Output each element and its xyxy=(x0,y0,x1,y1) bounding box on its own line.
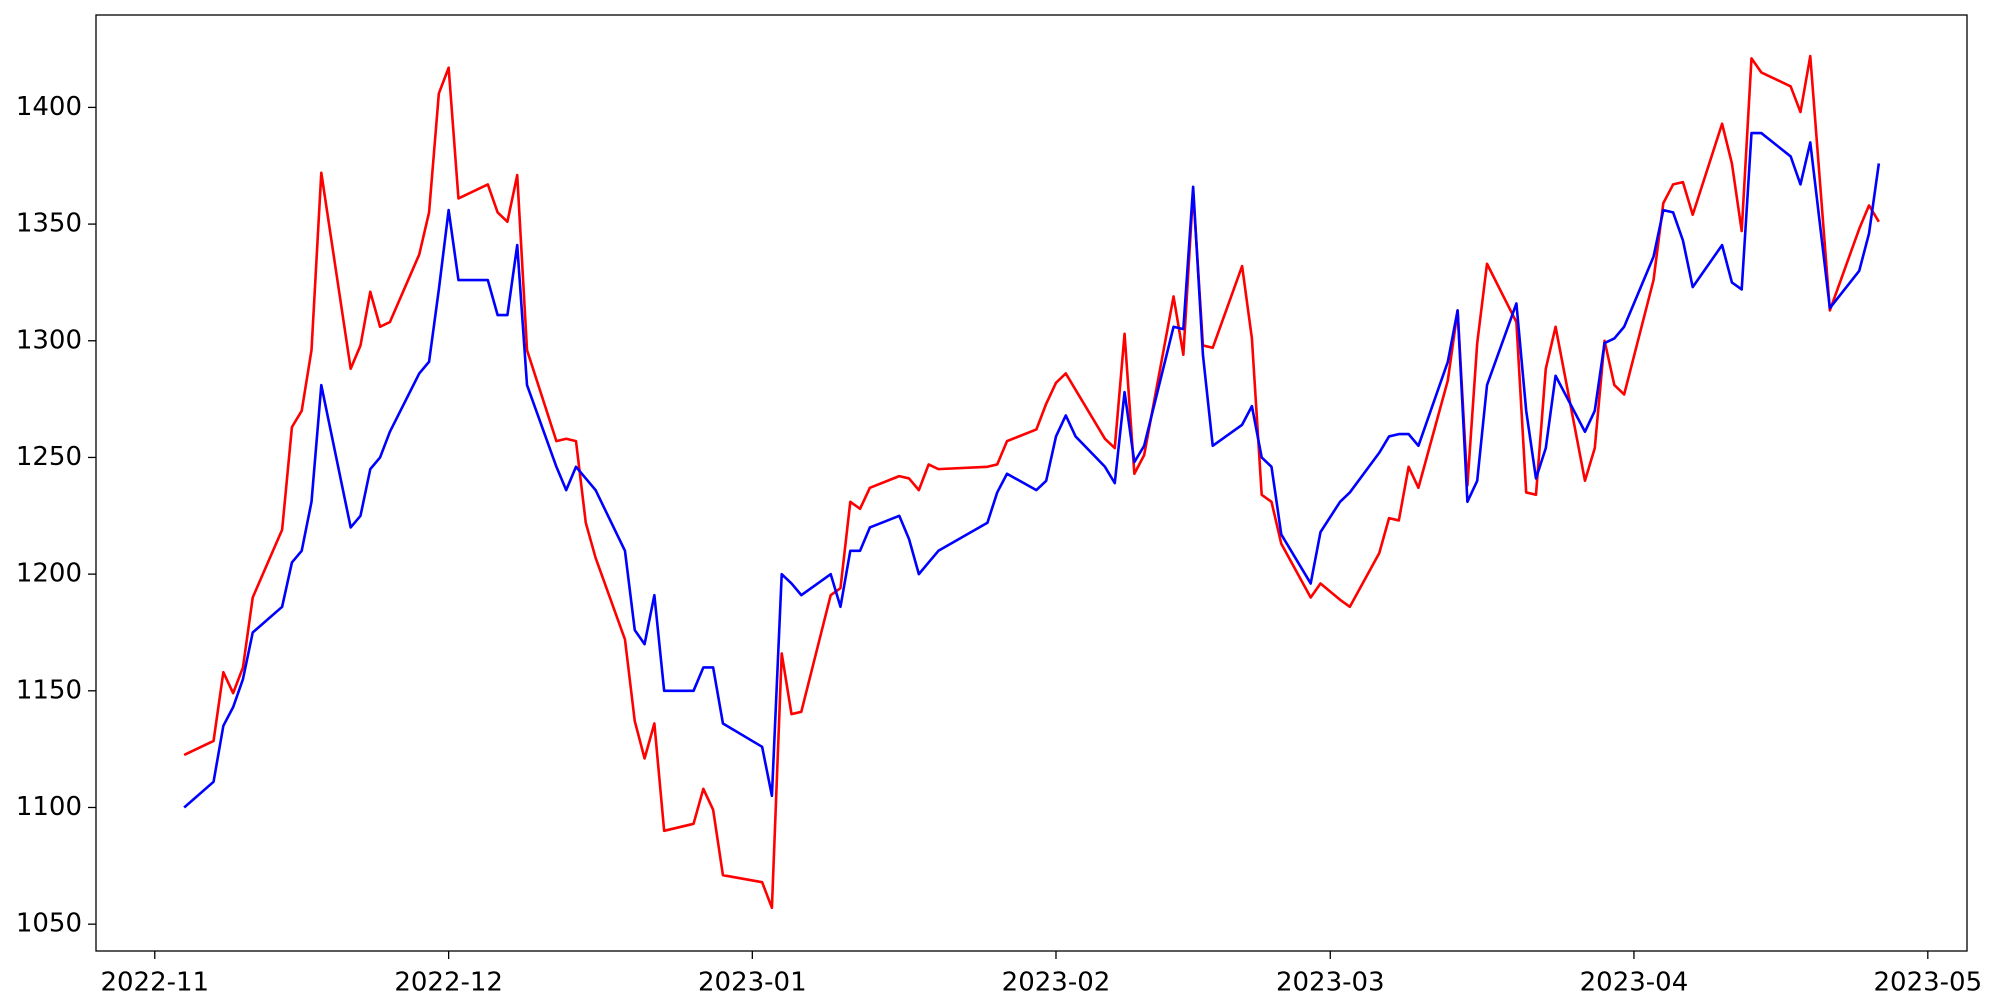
x-tick-label: 2023-02 xyxy=(1002,968,1111,998)
data-line xyxy=(183,131,1881,809)
x-tick-label: 2023-04 xyxy=(1580,968,1689,998)
y-tick-label: 1150 xyxy=(16,675,82,705)
x-tick-label: 2023-05 xyxy=(1873,968,1982,998)
y-tick-label: 1300 xyxy=(16,325,82,355)
y-tick-label: 1100 xyxy=(16,792,82,822)
plot-frame xyxy=(95,14,1968,952)
x-tick-label: 2023-01 xyxy=(698,968,807,998)
x-tick-label: 2022-11 xyxy=(100,968,209,998)
x-tick-label: 2023-03 xyxy=(1276,968,1385,998)
y-tick-label: 1350 xyxy=(16,209,82,239)
y-tick-label: 1400 xyxy=(16,92,82,122)
x-tick-label: 2022-12 xyxy=(394,968,503,998)
data-line xyxy=(183,54,1880,910)
y-tick-label: 1200 xyxy=(16,559,82,589)
y-tick-label: 1050 xyxy=(16,909,82,939)
y-tick-label: 1250 xyxy=(16,442,82,472)
